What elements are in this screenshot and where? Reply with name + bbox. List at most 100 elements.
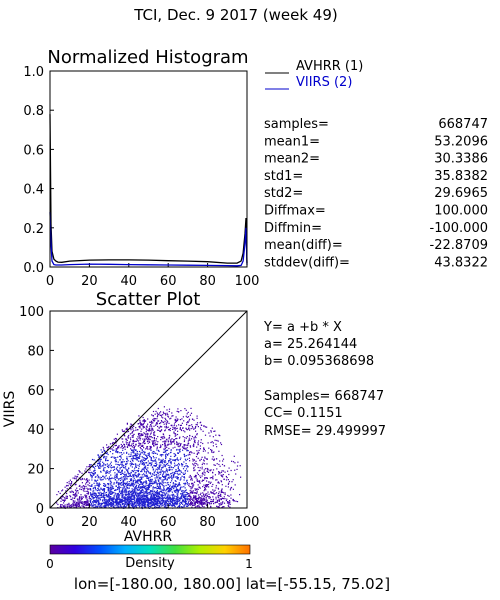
scatter-point (164, 448, 166, 450)
scatter-point (158, 498, 160, 500)
scatter-point (154, 506, 156, 508)
scatter-point (191, 483, 193, 485)
scatter-point (139, 439, 141, 441)
scatter-point (163, 461, 165, 463)
scatter-point (119, 459, 121, 461)
scatter-point (154, 462, 156, 464)
scatter-point (132, 501, 134, 503)
scatter-point (139, 450, 141, 453)
scatter-point (192, 427, 194, 429)
scatter-point (169, 418, 171, 420)
scatter-point (177, 459, 179, 461)
scatter-point (196, 478, 198, 480)
scatter-point (220, 474, 222, 476)
scatter-point (75, 491, 77, 493)
scatter-point (223, 478, 225, 480)
scatter-point (143, 498, 145, 500)
scatter-point (191, 478, 193, 480)
scatter-point (127, 437, 129, 439)
scatter-point (187, 501, 189, 503)
scatter-point (80, 499, 82, 501)
scatter-point (125, 501, 127, 503)
scatter-point (130, 428, 132, 430)
stat-label: Diffmin= (264, 221, 322, 236)
scatter-point (169, 466, 171, 468)
scatter-point (161, 493, 163, 496)
scatter-point (167, 496, 169, 498)
scatter-point (128, 492, 130, 494)
scatter-point (172, 474, 174, 476)
scatter-point (86, 466, 88, 468)
scatter-point (187, 498, 189, 500)
scatter-point (109, 463, 112, 465)
scatter-point (217, 494, 219, 496)
scatter-point (130, 480, 132, 482)
scatter-point (100, 470, 102, 472)
scatter-point (110, 482, 113, 484)
scatter-point (159, 414, 161, 416)
scatter-point (126, 491, 128, 493)
scatter-point (177, 464, 179, 466)
scatter-point (174, 453, 176, 455)
scatter-point (169, 498, 171, 500)
scatter-point (216, 458, 218, 460)
hist-y-tick-label: 1.0 (23, 65, 44, 80)
scatter-point (121, 470, 123, 472)
scatter-point (194, 488, 196, 490)
scatter-point (135, 500, 138, 502)
scatter-point (146, 425, 148, 427)
scatter-point (101, 503, 103, 505)
scatter-point (193, 470, 195, 472)
scatter-point (116, 499, 118, 501)
scatter-x-tick-label: 40 (121, 515, 138, 530)
scatter-point (121, 470, 123, 472)
scatter-point (200, 439, 202, 441)
scatter-point (167, 440, 169, 442)
scatter-point (90, 485, 92, 487)
scatter-point (62, 499, 64, 501)
scatter-point (204, 468, 207, 470)
scatter-point (95, 480, 97, 482)
scatter-point (126, 502, 128, 504)
scatter-point (203, 471, 205, 473)
scatter-point (156, 506, 158, 508)
scatter-point (133, 469, 135, 471)
scatter-point (170, 455, 172, 457)
scatter-point (118, 501, 120, 503)
scatter-point (91, 471, 93, 473)
scatter-point (173, 505, 175, 507)
scatter-point (147, 497, 149, 499)
scatter-point (212, 489, 214, 491)
scatter-point (147, 496, 149, 498)
scatter-point (212, 451, 214, 454)
scatter-point (119, 467, 121, 469)
scatter-point (146, 497, 148, 499)
scatter-point (126, 439, 128, 441)
scatter-point (176, 470, 178, 473)
scatter-point (99, 483, 101, 485)
scatter-point (68, 483, 70, 485)
scatter-point (108, 495, 110, 497)
scatter-point (123, 444, 125, 446)
scatter-point (182, 416, 184, 418)
scatter-point (137, 457, 139, 459)
scatter-point (166, 420, 168, 422)
scatter-point (201, 501, 203, 503)
scatter-point (183, 501, 185, 503)
scatter-point (150, 458, 152, 460)
scatter-point (142, 452, 144, 454)
scatter-point (153, 503, 155, 505)
histogram-title: Normalized Histogram (47, 47, 248, 68)
scatter-point (192, 460, 194, 462)
regression-b: b= 0.095368698 (264, 354, 374, 369)
scatter-point (184, 448, 186, 450)
scatter-point (173, 459, 175, 461)
scatter-point (147, 423, 149, 425)
scatter-point (127, 497, 129, 499)
scatter-point (154, 501, 156, 503)
stat-label: mean2= (264, 152, 320, 167)
scatter-point (169, 440, 171, 442)
scatter-point (133, 484, 135, 486)
scatter-point (129, 455, 132, 457)
scatter-point (95, 476, 97, 478)
